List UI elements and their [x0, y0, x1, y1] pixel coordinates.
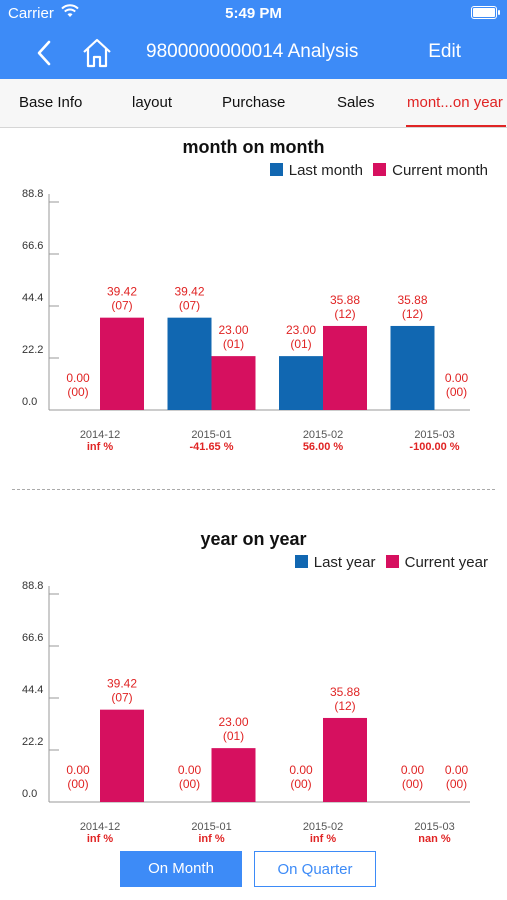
tab-layout[interactable]: layout — [132, 94, 173, 111]
change-label: -41.65 % — [189, 441, 233, 453]
value-label: 39.42 — [107, 677, 137, 691]
value-label: 0.00 — [178, 763, 202, 777]
count-label: (00) — [67, 777, 88, 791]
wifi-icon — [61, 4, 79, 22]
bar-last-month — [390, 325, 435, 410]
section-divider — [12, 489, 495, 490]
count-label: (12) — [402, 307, 423, 321]
value-label: 39.42 — [174, 285, 204, 299]
bar-last-month — [167, 317, 212, 410]
change-label: inf % — [87, 833, 113, 845]
value-label: 0.00 — [66, 763, 90, 777]
change-label: inf % — [310, 833, 336, 845]
value-label: 0.00 — [66, 371, 90, 385]
navigation-bar: 9800000000014 Analysis Edit — [0, 28, 507, 79]
change-label: 56.00 % — [303, 441, 344, 453]
count-label: (01) — [223, 729, 244, 743]
y-tick-label: 88.8 — [22, 188, 43, 200]
value-label: 39.42 — [107, 285, 137, 299]
chart-mom-legend: Last month Current month — [269, 162, 488, 179]
x-tick-label: 2015-01 — [191, 821, 231, 833]
value-label: 0.00 — [445, 763, 469, 777]
tab-purchase[interactable]: Purchase — [222, 94, 286, 111]
chart-yoy-title: year on year — [200, 529, 307, 549]
bar-current-year — [100, 709, 144, 802]
chart-mom-title: month on month — [182, 137, 325, 157]
count-label: (12) — [334, 699, 355, 713]
bar-current-month — [211, 356, 256, 410]
top-bar: Carrier 5:49 PM 9800000000014 Analysis E… — [0, 0, 507, 79]
legend-last-year: Last year — [294, 554, 375, 571]
carrier-label: Carrier — [8, 5, 54, 22]
count-label: (01) — [223, 337, 244, 351]
legend-current-year: Current year — [385, 554, 488, 571]
value-label: 23.00 — [218, 715, 248, 729]
x-tick-label: 2015-03 — [414, 429, 454, 441]
x-tick-label: 2014-12 — [80, 429, 120, 441]
active-tab-indicator — [406, 125, 506, 127]
value-label: 0.00 — [289, 763, 313, 777]
count-label: (01) — [290, 337, 311, 351]
count-label: (12) — [334, 307, 355, 321]
bar-current-month — [323, 325, 367, 410]
value-label: 23.00 — [218, 323, 248, 337]
count-label: (00) — [290, 777, 311, 791]
change-label: inf % — [198, 833, 224, 845]
battery-icon — [471, 6, 500, 19]
value-label: 35.88 — [330, 685, 360, 699]
y-tick-label: 0.0 — [22, 788, 37, 800]
change-label: inf % — [87, 441, 113, 453]
value-label: 35.88 — [330, 293, 360, 307]
bar-current-year — [323, 717, 367, 802]
tab-base-info[interactable]: Base Info — [19, 94, 83, 111]
bar-current-year — [211, 748, 256, 802]
x-tick-label: 2014-12 — [80, 821, 120, 833]
tab-sales[interactable]: Sales — [337, 94, 375, 111]
count-label: (00) — [67, 385, 88, 399]
change-label: nan % — [418, 833, 451, 845]
y-tick-label: 66.6 — [22, 240, 43, 252]
x-tick-label: 2015-01 — [191, 429, 231, 441]
y-tick-label: 44.4 — [22, 292, 43, 304]
on-quarter-button[interactable]: On Quarter — [254, 851, 376, 887]
back-chevron-icon[interactable] — [30, 38, 60, 68]
y-tick-label: 44.4 — [22, 684, 43, 696]
legend-last-month: Last month — [269, 162, 363, 179]
chart-yoy-legend: Last year Current year — [294, 554, 488, 571]
tab-bar: Base Info layout Purchase Sales mont...o… — [0, 79, 507, 128]
chart-year-on-year: 0.022.244.466.688.80.00(00)39.42(07)2014… — [22, 580, 470, 845]
change-label: -100.00 % — [409, 441, 459, 453]
edit-button[interactable]: Edit — [428, 41, 461, 62]
x-tick-label: 2015-03 — [414, 821, 454, 833]
count-label: (07) — [111, 299, 132, 313]
x-tick-label: 2015-02 — [303, 821, 343, 833]
legend-current-month: Current month — [373, 162, 488, 179]
count-label: (07) — [179, 299, 200, 313]
count-label: (00) — [179, 777, 200, 791]
page-title: 9800000000014 Analysis — [146, 41, 359, 62]
y-tick-label: 0.0 — [22, 396, 37, 408]
count-label: (00) — [446, 777, 467, 791]
status-bar: Carrier 5:49 PM — [0, 0, 507, 28]
bar-current-month — [100, 317, 144, 410]
value-label: 35.88 — [397, 293, 427, 307]
y-tick-label: 22.2 — [22, 736, 43, 748]
home-icon[interactable] — [80, 36, 114, 70]
x-tick-label: 2015-02 — [303, 429, 343, 441]
y-tick-label: 22.2 — [22, 344, 43, 356]
bar-last-month — [279, 356, 323, 410]
status-time: 5:49 PM — [225, 5, 282, 22]
count-label: (00) — [446, 385, 467, 399]
chart-month-on-month: 0.022.244.466.688.80.00(00)39.42(07)2014… — [22, 188, 470, 453]
value-label: 23.00 — [286, 323, 316, 337]
value-label: 0.00 — [445, 371, 469, 385]
tab-month-on-year[interactable]: mont...on year — [407, 94, 503, 111]
y-tick-label: 66.6 — [22, 632, 43, 644]
count-label: (00) — [402, 777, 423, 791]
y-tick-label: 88.8 — [22, 580, 43, 592]
on-month-button[interactable]: On Month — [120, 851, 242, 887]
value-label: 0.00 — [401, 763, 425, 777]
count-label: (07) — [111, 691, 132, 705]
